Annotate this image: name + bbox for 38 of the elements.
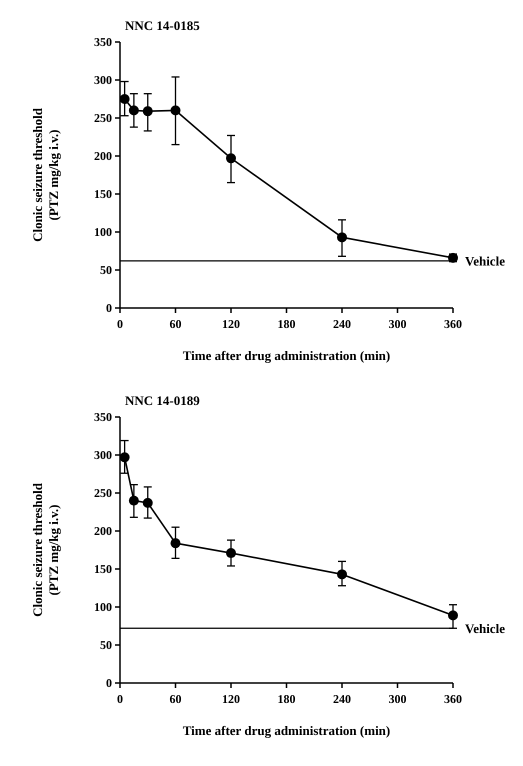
chart-title: NNC 14-0185 — [125, 18, 200, 33]
y-tick-label: 200 — [94, 524, 112, 538]
x-tick-label: 0 — [117, 317, 123, 331]
y-tick-label: 150 — [94, 187, 112, 202]
y-axis-title: Clonic seizure threshold (PTZ mg/kg i.v.) — [30, 107, 61, 242]
x-axis-title: Time after drug administration (min) — [182, 348, 390, 363]
y-tick-label: 150 — [94, 562, 112, 576]
y-tick-label: 0 — [106, 676, 112, 690]
y-tick-label: 50 — [100, 263, 112, 278]
ref-line-label: Vehicle — [465, 253, 506, 268]
x-tick-label: 60 — [170, 317, 182, 331]
x-tick-label: 120 — [222, 692, 240, 706]
x-tick-label: 60 — [170, 692, 182, 706]
x-tick-label: 0 — [117, 692, 123, 706]
y-tick-label: 250 — [94, 486, 112, 500]
x-axis-title: Time after drug administration (min) — [182, 723, 390, 738]
y-tick-label: 50 — [100, 638, 112, 652]
x-tick-label: 360 — [444, 692, 462, 706]
y-tick-label: 250 — [94, 111, 112, 126]
y-tick-label: 100 — [94, 225, 112, 240]
x-tick-label: 180 — [278, 317, 296, 331]
x-tick-label: 300 — [388, 317, 406, 331]
x-tick-label: 300 — [388, 692, 406, 706]
ref-line-label: Vehicle — [465, 620, 506, 636]
y-tick-label: 350 — [94, 35, 112, 50]
chart-title: NNC 14-0189 — [125, 393, 200, 408]
y-tick-label: 300 — [94, 73, 112, 88]
x-tick-label: 360 — [444, 317, 462, 331]
x-tick-label: 240 — [333, 692, 351, 706]
y-tick-label: 100 — [94, 600, 112, 614]
x-tick-label: 240 — [333, 317, 351, 331]
y-tick-label: 300 — [94, 448, 112, 462]
y-tick-label: 350 — [94, 410, 112, 424]
y-tick-label: 200 — [94, 149, 112, 164]
y-axis-title: Clonic seizure threshold (PTZ mg/kg i.v.) — [30, 482, 61, 617]
x-tick-label: 120 — [222, 317, 240, 331]
x-tick-label: 180 — [278, 692, 296, 706]
y-tick-label: 0 — [106, 301, 112, 316]
